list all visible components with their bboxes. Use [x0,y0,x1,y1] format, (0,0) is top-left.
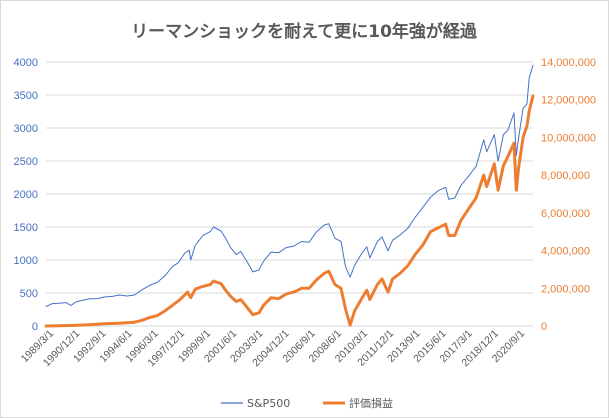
x-axis-tick-labels: 1989/3/11990/12/11992/9/11994/6/11996/3/… [19,328,527,370]
series-line-sp500 [45,64,534,307]
left-tick-label: 1000 [14,255,38,267]
right-tick-label: 14,000,000 [541,57,596,69]
left-axis-tick-labels: 0 500 1000 1500 2000 2500 3000 3500 4000 [14,57,38,333]
left-tick-label: 1500 [14,222,38,234]
right-tick-label: 8,000,000 [541,170,590,182]
chart-title: リーマンショックを耐えて更に10年強が経過 [131,21,478,42]
legend-label: 評価損益 [349,396,393,410]
gridlines [46,61,533,327]
right-tick-label: 4,000,000 [541,246,590,258]
right-tick-label: 2,000,000 [541,283,590,295]
left-tick-label: 4000 [14,57,38,69]
left-tick-label: 2500 [14,156,38,168]
left-tick-label: 500 [20,288,38,300]
left-tick-label: 3000 [14,123,38,135]
right-axis-tick-labels: 0 2,000,000 4,000,000 6,000,000 8,000,000 10,… [541,57,596,333]
right-tick-label: 10,000,000 [541,132,596,144]
left-tick-label: 0 [32,321,38,333]
left-tick-label: 3500 [14,90,38,102]
right-tick-label: 6,000,000 [541,208,590,220]
legend-label: S&P500 [247,397,290,410]
legend: S&P500 評価損益 [221,396,393,410]
left-tick-label: 2000 [14,189,38,201]
series-lines [44,64,535,328]
right-tick-label: 0 [541,321,547,333]
right-tick-label: 12,000,000 [541,95,596,107]
series-line-profit [44,94,535,328]
